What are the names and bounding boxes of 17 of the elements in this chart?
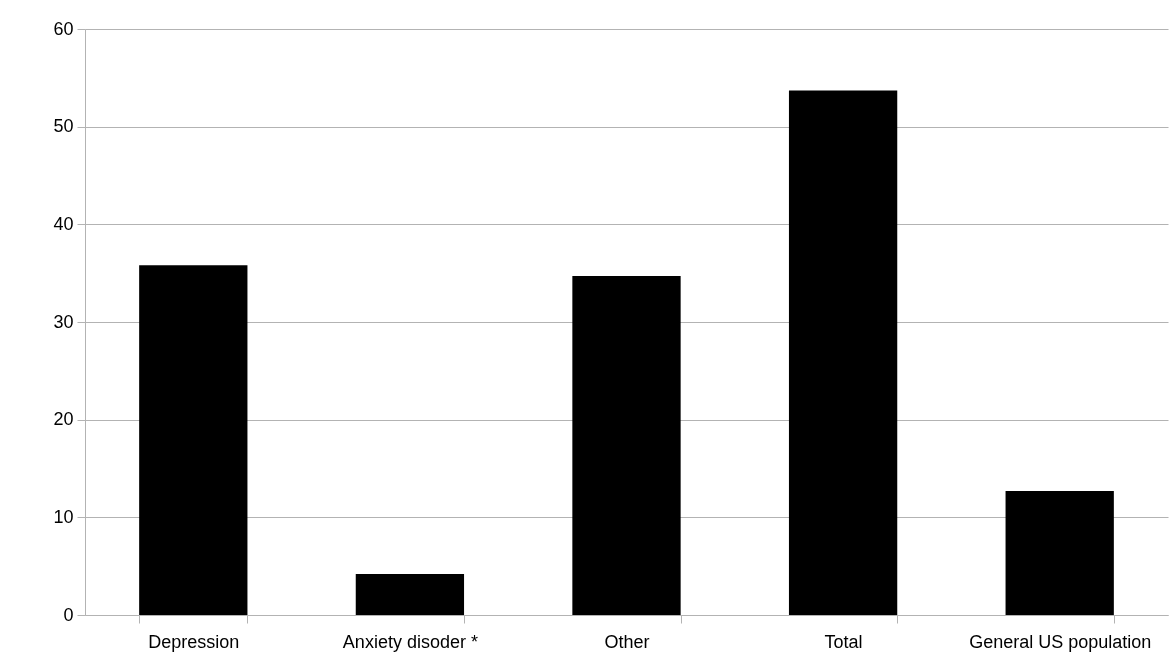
bar bbox=[139, 265, 248, 615]
y-tick-label: 0 bbox=[63, 604, 74, 625]
y-tick-label: 50 bbox=[53, 116, 74, 137]
x-tick-label: General US population bbox=[969, 631, 1152, 652]
bar bbox=[1005, 490, 1114, 615]
bar bbox=[788, 90, 898, 615]
y-tick-label: 60 bbox=[53, 18, 74, 39]
bar bbox=[572, 276, 681, 615]
bar bbox=[355, 573, 465, 615]
x-tick-label: Total bbox=[824, 631, 863, 652]
y-tick-label: 10 bbox=[53, 506, 74, 527]
y-tick-label: 40 bbox=[53, 213, 74, 234]
y-tick-label: 20 bbox=[53, 409, 74, 430]
x-tick-label: Other bbox=[604, 631, 650, 652]
y-tick-label: 30 bbox=[53, 311, 74, 332]
x-tick-label: Depression bbox=[148, 631, 240, 652]
x-tick-label: Anxiety disoder * bbox=[342, 631, 478, 652]
